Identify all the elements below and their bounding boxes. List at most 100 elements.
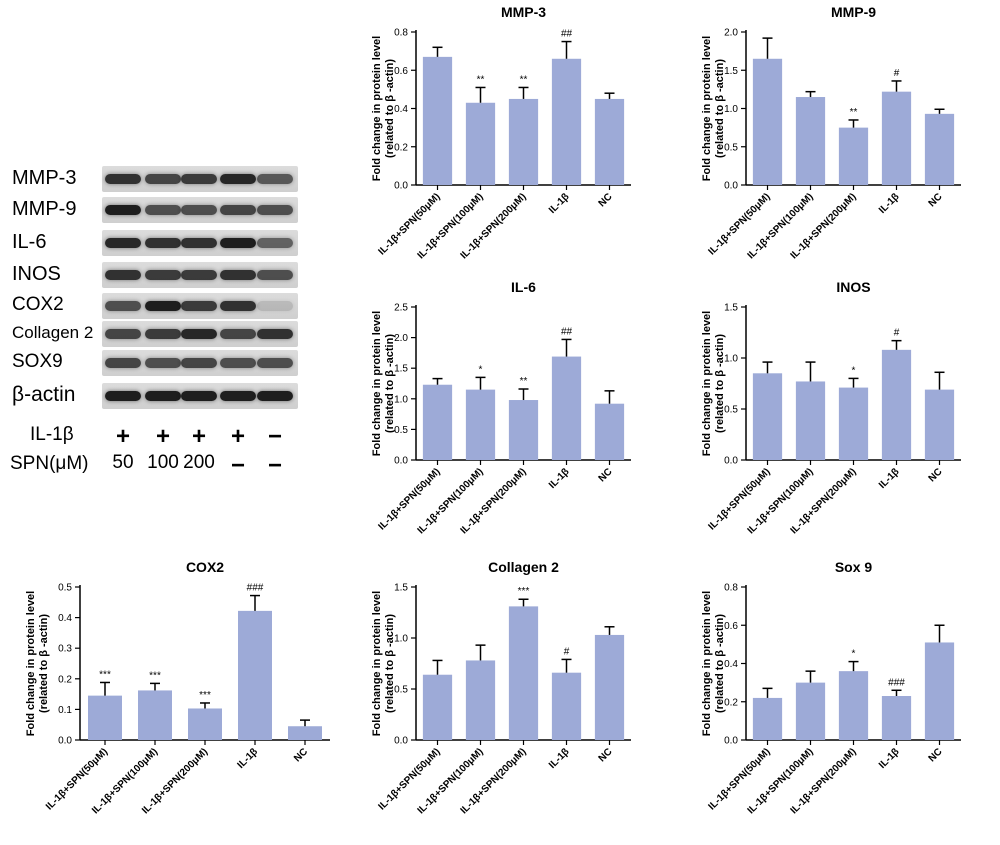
y-tick-label: 0.0 — [724, 456, 738, 467]
y-tick-label: 0.8 — [394, 28, 408, 39]
y-tick-label: 0.5 — [394, 685, 408, 696]
blot-band — [257, 391, 293, 401]
bar — [288, 726, 322, 740]
bar — [551, 58, 582, 185]
significance-label: *** — [518, 586, 530, 597]
y-axis-label-line2: (related to β -actin) — [714, 59, 726, 158]
bar — [422, 674, 453, 740]
bar — [924, 113, 955, 185]
western-blot-panel: MMP-3 MMP-9 IL-6 INOS COX2 Collagen 2 SOX9 β-ac… — [0, 0, 310, 480]
y-tick-label: 0.0 — [394, 736, 408, 747]
bar — [752, 58, 783, 185]
blot-band — [257, 301, 293, 311]
y-tick-label: 0.4 — [394, 104, 408, 115]
bar — [508, 400, 539, 460]
significance-label: * — [852, 365, 856, 376]
significance-label: * — [479, 364, 483, 375]
significance-label: *** — [199, 690, 211, 701]
y-axis-label-line2: (related to β -actin) — [384, 614, 396, 713]
chart-title: Sox 9 — [835, 559, 873, 575]
blot-band — [105, 238, 141, 248]
blot-band — [220, 205, 256, 215]
blot-band — [257, 174, 293, 184]
bar — [881, 349, 912, 460]
bar — [238, 610, 272, 740]
blot-protein-label: Collagen 2 — [12, 323, 94, 343]
y-tick-label: 0.6 — [724, 621, 738, 632]
significance-label: ** — [520, 376, 528, 387]
y-tick-label: 0.5 — [394, 425, 408, 436]
blot-band — [257, 358, 293, 368]
treatment-value: + — [155, 423, 170, 450]
blot-band — [105, 174, 141, 184]
bar — [838, 387, 869, 460]
significance-label: ## — [561, 29, 573, 40]
bar — [594, 403, 625, 460]
significance-label: *** — [149, 670, 161, 681]
blot-band — [145, 329, 181, 339]
x-tick-label: NC — [597, 191, 615, 209]
y-axis-label-line2: (related to β -actin) — [38, 614, 50, 713]
bar — [881, 91, 912, 185]
x-tick-label: IL-1β — [547, 191, 572, 216]
chart-mmp3: MMP-3 Fold change in protein level (relate… — [371, 4, 631, 261]
significance-label: ** — [520, 74, 528, 85]
significance-label: ### — [888, 677, 905, 688]
bar — [924, 642, 955, 740]
chart-title: INOS — [836, 279, 870, 295]
x-tick-label: IL-1β — [235, 746, 260, 771]
blot-band — [181, 205, 217, 215]
blot-band — [181, 270, 217, 280]
significance-label: ## — [561, 326, 573, 337]
y-axis-label-line2: (related to β -actin) — [714, 614, 726, 713]
chart-cox2: COX2 Fold change in protein level (related… — [25, 559, 330, 816]
bar — [594, 98, 625, 185]
blot-band — [181, 301, 217, 311]
y-tick-label: 0.2 — [58, 674, 72, 685]
y-axis-label: Fold change in protein level — [25, 591, 37, 736]
treatment-value: 50 — [112, 452, 134, 473]
blot-protein-label: MMP-3 — [12, 166, 77, 189]
y-tick-label: 1.0 — [724, 104, 738, 115]
blot-band — [181, 174, 217, 184]
blot-band — [181, 358, 217, 368]
y-tick-label: 0.0 — [394, 456, 408, 467]
bar — [551, 672, 582, 740]
blot-band — [145, 238, 181, 248]
y-axis-label-line2: (related to β -actin) — [714, 334, 726, 433]
bar — [881, 696, 912, 740]
blot-protein-label: COX2 — [12, 294, 64, 316]
blot-band — [220, 301, 256, 311]
chart-inos: INOS Fold change in protein level (related… — [701, 279, 961, 536]
blot-band — [145, 270, 181, 280]
y-tick-label: 1.0 — [724, 354, 738, 365]
bar — [465, 660, 496, 740]
y-tick-label: 0.8 — [724, 583, 738, 594]
blot-band — [181, 391, 217, 401]
x-tick-label: NC — [927, 466, 945, 484]
bar — [838, 127, 869, 185]
treatment-value: 100 — [147, 452, 179, 473]
treatment-value: − — [230, 452, 245, 479]
blot-protein-label: MMP-9 — [12, 197, 77, 220]
blot-band — [145, 174, 181, 184]
blot-protein-label: β-actin — [12, 382, 76, 406]
chart-il6: IL-6 Fold change in protein level (related… — [371, 279, 631, 536]
y-axis-label: Fold change in protein level — [701, 591, 713, 736]
bar — [551, 356, 582, 460]
y-axis-label: Fold change in protein level — [701, 311, 713, 456]
treatment-value: + — [191, 423, 206, 450]
y-tick-label: 1.5 — [394, 583, 408, 594]
bar — [422, 56, 453, 185]
blot-band — [220, 329, 256, 339]
y-tick-label: 1.5 — [724, 303, 738, 314]
significance-label: ### — [247, 583, 264, 594]
blot-band — [105, 301, 141, 311]
y-tick-label: 0.3 — [58, 644, 72, 655]
chart-sox9: Sox 9 Fold change in protein level (relate… — [701, 559, 961, 816]
y-tick-label: 1.5 — [394, 364, 408, 375]
y-tick-label: 0.0 — [724, 736, 738, 747]
blot-band — [257, 329, 293, 339]
y-axis-label-line2: (related to β -actin) — [384, 59, 396, 158]
x-tick-label: IL-1β — [547, 466, 572, 491]
